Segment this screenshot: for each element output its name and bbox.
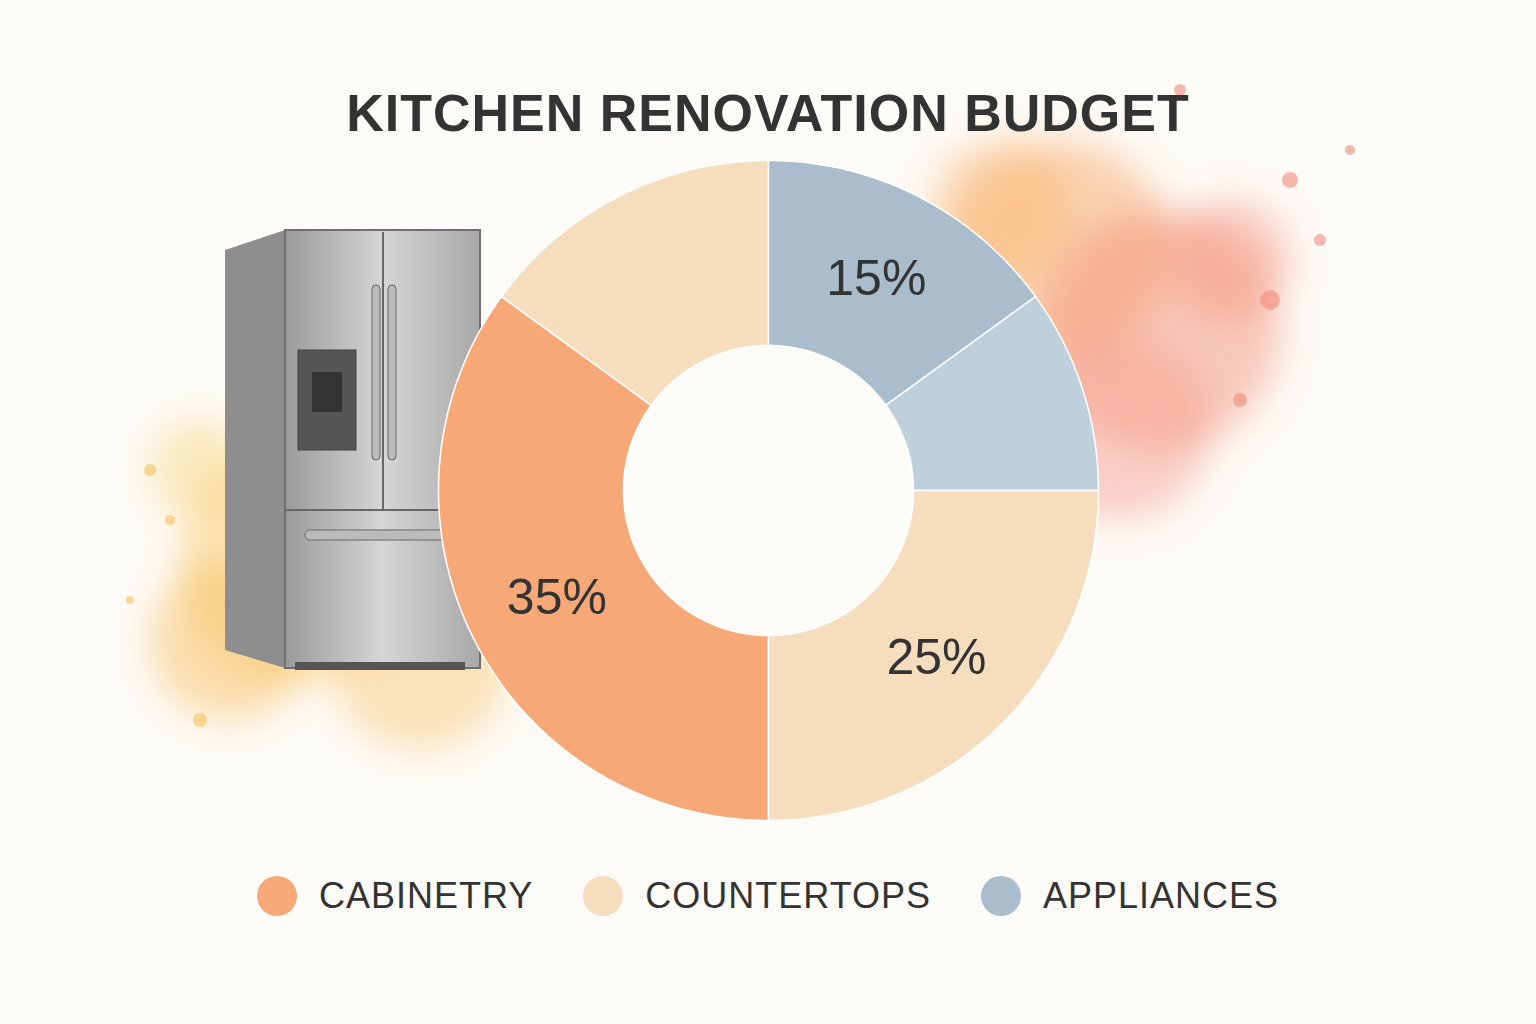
html-text:APPLIANCES: APPLIANCES [1043, 875, 1280, 916]
html-text:KITCHEN RENOVATION BUDGET: KITCHEN RENOVATION BUDGET [346, 84, 1190, 142]
svg-text:15%: 15% [826, 250, 926, 306]
svg-text:25%: 25% [886, 629, 986, 685]
html-text:COUNTERTOPS: COUNTERTOPS [645, 875, 931, 916]
svg-text:35%: 35% [507, 569, 607, 625]
html-text:CABINETRY: CABINETRY [318, 875, 534, 916]
